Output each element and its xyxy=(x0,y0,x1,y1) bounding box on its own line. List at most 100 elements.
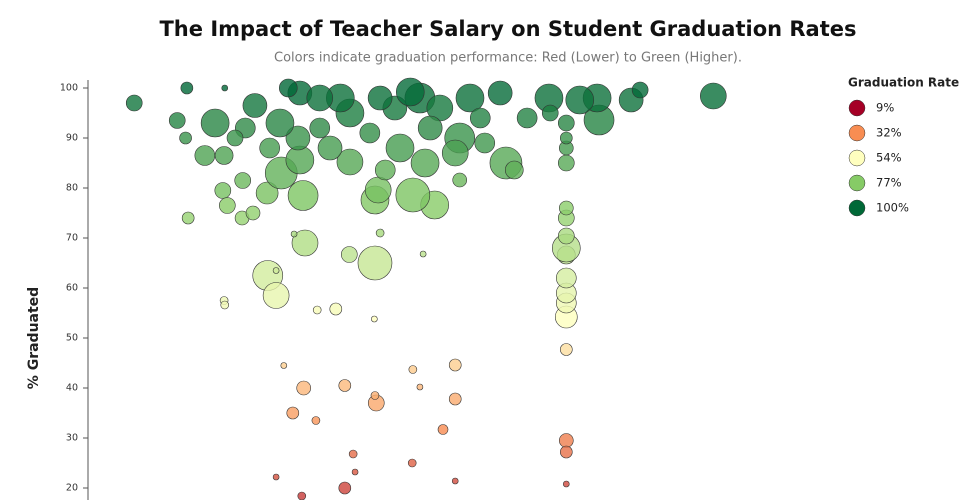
bubble xyxy=(364,176,392,204)
bubble xyxy=(219,197,236,214)
bubble xyxy=(242,93,268,118)
legend-swatch xyxy=(848,174,866,192)
bubble xyxy=(367,85,393,111)
bubble xyxy=(469,107,491,129)
bubble xyxy=(214,146,234,165)
bubble xyxy=(516,107,538,129)
legend-title: Graduation Rate xyxy=(848,76,959,90)
bubble xyxy=(437,424,449,435)
bubble xyxy=(259,137,280,159)
y-tick-label: 90 xyxy=(66,133,78,144)
bubble xyxy=(559,131,573,145)
y-axis-title: % Graduated xyxy=(26,287,42,389)
bubble xyxy=(285,125,311,151)
bubble xyxy=(245,205,261,221)
bubble xyxy=(280,362,288,369)
bubble xyxy=(291,229,319,257)
bubble xyxy=(317,135,343,161)
legend-label: 100% xyxy=(876,201,909,215)
bubble xyxy=(329,302,343,316)
bubble xyxy=(562,480,570,488)
bubble xyxy=(555,267,577,289)
legend-swatch xyxy=(848,199,866,217)
bubble xyxy=(448,358,462,372)
bubble xyxy=(286,406,300,420)
bubble xyxy=(631,81,649,99)
legend-label: 32% xyxy=(876,126,902,140)
bubble xyxy=(557,114,575,132)
bubble xyxy=(290,230,298,238)
bubble xyxy=(385,133,415,163)
legend-swatch xyxy=(848,124,866,142)
bubble xyxy=(311,416,321,425)
bubble xyxy=(262,282,290,309)
bubble xyxy=(474,132,496,154)
bubble xyxy=(374,159,396,181)
legend-swatch xyxy=(848,99,866,117)
bubble xyxy=(312,305,322,315)
bubble xyxy=(558,433,574,448)
bubble xyxy=(272,267,280,274)
bubble xyxy=(309,117,331,139)
bubble xyxy=(297,491,307,500)
bubble xyxy=(417,115,443,141)
bubble xyxy=(181,211,195,225)
bubble xyxy=(559,343,573,356)
bubble xyxy=(357,245,393,281)
y-tick-label: 70 xyxy=(66,233,78,244)
bubble xyxy=(451,477,459,485)
legend-swatch xyxy=(848,149,866,167)
bubble xyxy=(487,80,513,106)
bubble xyxy=(416,383,424,391)
bubble xyxy=(504,160,524,180)
bubble xyxy=(559,445,573,459)
bubble xyxy=(125,94,143,112)
bubble xyxy=(348,449,358,459)
bubble xyxy=(351,468,359,476)
bubble xyxy=(419,250,427,258)
y-tick-label: 60 xyxy=(66,283,78,294)
bubble xyxy=(541,104,559,122)
y-tick-label: 80 xyxy=(66,183,78,194)
bubble xyxy=(194,145,216,166)
bubble xyxy=(558,200,574,216)
bubble xyxy=(200,108,230,138)
bubble xyxy=(455,83,485,113)
bubble xyxy=(179,131,192,145)
bubble xyxy=(557,227,575,245)
bubble xyxy=(168,112,186,129)
y-tick-label: 100 xyxy=(60,83,78,94)
bubble xyxy=(371,315,378,323)
bubble xyxy=(340,246,358,263)
bubble xyxy=(370,391,380,400)
bubble xyxy=(336,148,364,176)
bubble xyxy=(407,458,417,468)
bubble xyxy=(448,392,462,406)
bubble xyxy=(287,180,319,211)
bubble xyxy=(226,129,244,147)
y-tick-label: 40 xyxy=(66,383,78,394)
bubble xyxy=(410,148,440,178)
bubble xyxy=(557,154,575,172)
bubble xyxy=(700,82,727,110)
bubble xyxy=(272,473,280,481)
legend-label: 9% xyxy=(876,101,894,115)
bubble xyxy=(296,380,312,396)
bubble xyxy=(452,172,468,188)
bubble xyxy=(285,145,315,175)
bubble xyxy=(306,84,334,112)
bubble xyxy=(214,182,232,199)
bubble xyxy=(565,85,595,115)
legend-label: 77% xyxy=(876,176,902,190)
bubble xyxy=(234,172,252,189)
y-tick-label: 50 xyxy=(66,333,78,344)
bubble xyxy=(279,78,298,98)
bubble xyxy=(395,77,425,107)
legend-label: 54% xyxy=(876,151,902,165)
plot-area xyxy=(125,77,727,500)
bubble xyxy=(359,122,381,144)
bubble xyxy=(395,177,431,213)
bubble xyxy=(338,379,352,392)
bubble xyxy=(220,300,230,310)
